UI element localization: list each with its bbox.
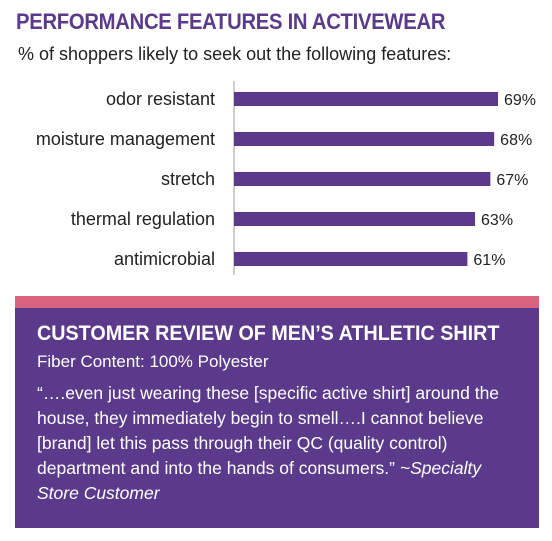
data-label: 61%	[473, 252, 505, 269]
bar	[234, 252, 468, 266]
review-title: CUSTOMER REVIEW OF MEN’S ATHLETIC SHIRT	[37, 322, 500, 345]
divider-band	[15, 296, 539, 308]
review-quote: “….even just wearing these [specific act…	[37, 383, 500, 478]
data-label: 68%	[500, 132, 532, 149]
review-quote-block: “….even just wearing these [specific act…	[37, 381, 525, 506]
category-label: odor resistant	[106, 89, 215, 109]
category-label: moisture management	[36, 129, 215, 149]
bar	[234, 212, 476, 226]
review-fiber-content: Fiber Content: 100% Polyester	[37, 352, 269, 371]
chart-subtitle: % of shoppers likely to seek out the fol…	[18, 44, 452, 64]
bar	[234, 172, 491, 186]
data-label: 63%	[481, 212, 513, 229]
data-label: 67%	[496, 172, 528, 189]
category-label: thermal regulation	[71, 209, 215, 229]
review-attribution: ~Specialty Store Customer	[37, 458, 482, 503]
category-label: stretch	[161, 169, 215, 189]
page-title: PERFORMANCE FEATURES IN ACTIVEWEAR	[16, 9, 446, 34]
review-panel: CUSTOMER REVIEW OF MEN’S ATHLETIC SHIRT …	[15, 308, 539, 528]
bar	[234, 132, 495, 146]
category-label: antimicrobial	[114, 249, 215, 269]
data-label: 69%	[504, 92, 536, 109]
bar-chart: odor resistant 69% moisture management 68% s…	[36, 81, 536, 275]
bar	[234, 92, 498, 106]
